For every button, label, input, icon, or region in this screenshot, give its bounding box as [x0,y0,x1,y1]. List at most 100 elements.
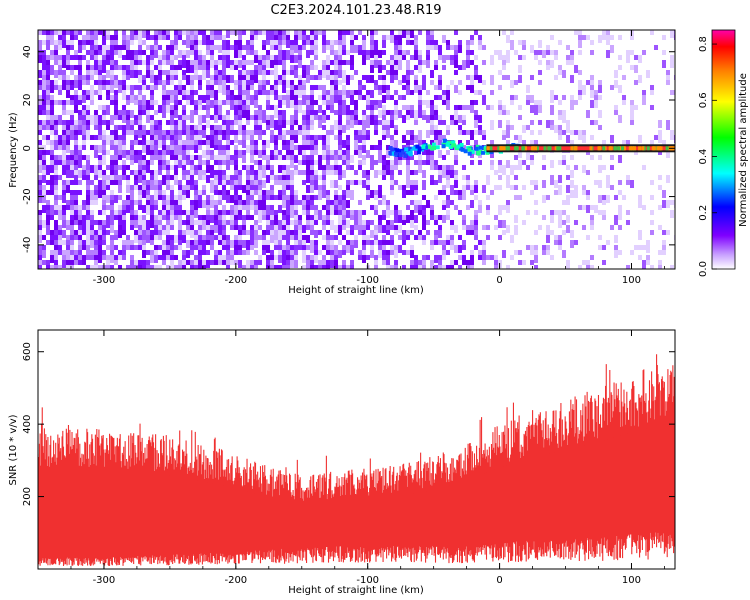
heatmap-cell [350,260,354,265]
heatmap-cell [582,135,586,143]
heatmap-cell [422,115,426,120]
heatmap-cell [222,220,226,225]
heatmap-cell [58,210,62,215]
heatmap-cell [274,135,278,140]
heatmap-cell [234,130,238,135]
heatmap-cell [338,240,342,245]
heatmap-cell [202,220,206,225]
heatmap-cell [54,160,58,165]
heatmap-cell [298,55,302,63]
heatmap-cell [342,260,346,265]
heatmap-cell [74,135,78,140]
heatmap-cell [326,70,330,75]
heatmap-cell [414,110,418,118]
heatmap-cell [226,40,230,45]
heatmap-cell [182,40,186,45]
heatmap-cell [338,225,342,230]
heatmap-cell [194,255,198,260]
heatmap-cell [270,35,274,40]
heatmap-cell [442,55,446,63]
heatmap-cell [630,50,634,55]
heatmap-cell [206,250,210,255]
heatmap-cell [62,145,66,150]
heatmap-cell [290,175,294,180]
heatmap-cell [330,220,334,225]
heatmap-cell [378,185,382,193]
heatmap-cell [358,130,362,135]
heatmap-cell [142,245,146,250]
heatmap-cell [98,30,102,35]
heatmap-cell [206,260,210,268]
heatmap-cell [150,185,154,190]
heatmap-cell [146,195,150,200]
heatmap-cell [558,125,562,133]
heatmap-cell [110,80,114,85]
heatmap-cell [198,250,202,255]
heatmap-cell [78,240,82,248]
heatmap-cell [186,100,190,105]
heatmap-cell [430,115,434,120]
heatmap-cell [150,50,154,55]
signal-blob [435,145,440,150]
heatmap-cell [474,130,478,135]
heatmap-cell [278,245,282,250]
heatmap-cell [362,85,366,90]
heatmap-cell [306,165,310,173]
heatmap-cell [74,105,78,113]
heatmap-cell [206,205,210,210]
heatmap-cell [234,210,238,215]
heatmap-cell [238,150,242,158]
heatmap-cell [358,230,362,235]
heatmap-cell [82,80,86,85]
heatmap-cell [442,35,446,43]
heatmap-cell [334,135,338,140]
heatmap-cell [46,135,50,143]
heatmap-cell [66,40,70,48]
heatmap-cell [190,85,194,90]
heatmap-cell [334,70,338,78]
heatmap-cell [58,65,62,73]
heatmap-cell [134,65,138,70]
heatmap-cell [114,255,118,260]
heatmap-cell [166,215,170,223]
signal-blob [476,151,481,156]
heatmap-cell [222,45,226,50]
heatmap-cell [78,125,82,130]
heatmap-cell [374,235,378,243]
heatmap-cell [70,210,74,215]
heatmap-cell [626,175,630,180]
heatmap-cell [74,195,78,200]
heatmap-cell [166,200,170,205]
heatmap-cell [566,125,570,133]
heatmap-cell [410,190,414,195]
heatmap-cell [214,145,218,150]
heatmap-cell [90,65,94,70]
heatmap-cell [42,65,46,73]
heatmap-cell [98,85,102,90]
heatmap-cell [194,60,198,65]
heatmap-cell [554,190,558,195]
heatmap-cell [558,220,562,228]
heatmap-cell [154,255,158,263]
heatmap-cell [250,185,254,190]
heatmap-cell [314,195,318,200]
heatmap-cell [422,195,426,200]
heatmap-cell [546,60,550,65]
heatmap-cell [174,170,178,175]
heatmap-cell [38,260,42,268]
heatmap-cell [74,230,78,235]
heatmap-cell [362,45,366,50]
heatmap-cell [258,110,262,115]
heatmap-cell [266,260,270,265]
heatmap-cell [446,250,450,255]
heatmap-cell [226,100,230,105]
heatmap-cell [274,215,278,220]
heatmap-cell [578,70,582,75]
heatmap-cell [414,215,418,223]
heatmap-cell [50,215,54,220]
heatmap-cell [422,220,426,225]
heatmap-cell [70,265,74,269]
heatmap-cell [394,75,398,80]
heatmap-cell [282,60,286,68]
heatmap-cell [658,265,662,269]
